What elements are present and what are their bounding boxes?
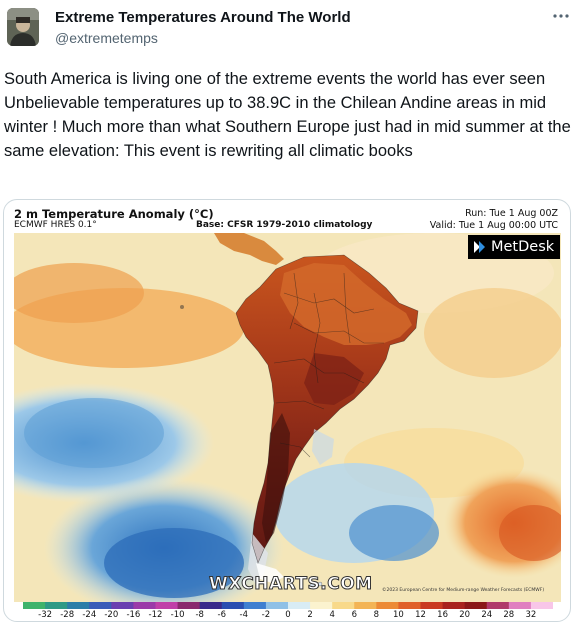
color-scale-segment [376, 602, 400, 609]
color-scale-tick-label: 12 [415, 610, 426, 620]
color-scale-segment [464, 602, 488, 609]
color-scale-tick-label: 8 [373, 610, 380, 620]
color-scale-segment [310, 602, 333, 609]
post-text-line: Unbelievable temperatures up to 38.9C in… [4, 94, 571, 160]
color-scale-tick-label: 32 [525, 610, 537, 620]
color-scale-tick-label: -16 [126, 610, 141, 620]
ellipsis-icon [553, 14, 569, 18]
metdesk-brand-badge: MetDesk [468, 235, 560, 259]
color-scale-tick-label: 20 [459, 610, 471, 620]
color-scale-segment [398, 602, 422, 609]
metdesk-logo-icon [474, 241, 485, 253]
post-media-image[interactable]: 2 m Temperature Anomaly (°C) ECMWF HRES … [3, 199, 571, 622]
color-scale-tick-label: 28 [503, 610, 515, 620]
color-scale-segment [23, 602, 46, 609]
temperature-anomaly-map: MetDesk WXCHARTS.COM ©2023 European Cent… [14, 233, 561, 602]
post-text-line: South America is living one of the extre… [4, 70, 546, 88]
color-scale-tick-label: -24 [82, 610, 97, 620]
avatar[interactable] [7, 8, 39, 46]
map-graphic [14, 233, 561, 602]
color-scale-tick-label: -6 [217, 610, 227, 620]
color-scale-tick-label: 24 [481, 610, 493, 620]
color-scale-segment [420, 602, 444, 609]
color-scale-tick-label: 16 [437, 610, 449, 620]
more-options-button[interactable] [548, 6, 574, 26]
color-scale-segment [45, 602, 68, 609]
map-valid-label: Valid: Tue 1 Aug 00:00 UTC [429, 220, 558, 231]
map-base-label: Base: CFSR 1979-2010 climatology [196, 220, 373, 230]
color-scale-tick-label: -8 [195, 610, 204, 620]
wxcharts-watermark: WXCHARTS.COM [209, 574, 373, 595]
color-scale-tick-label: 0 [285, 610, 291, 620]
color-scale-segment [133, 602, 157, 609]
color-scale-tick-label: 2 [307, 610, 313, 620]
color-scale-segment [442, 602, 466, 609]
color-scale-segment [530, 602, 553, 609]
color-scale-segment [155, 602, 179, 609]
color-scale-tick-label: 10 [392, 610, 404, 620]
metdesk-brand-text: MetDesk [491, 239, 555, 255]
color-scale-segment [508, 602, 532, 609]
color-scale-tick-label: -12 [148, 610, 163, 620]
color-scale-segment [199, 602, 223, 609]
author-name[interactable]: Extreme Temperatures Around The World [55, 9, 351, 26]
ecmwf-copyright: ©2023 European Centre for Medium-range W… [382, 588, 545, 593]
color-scale-segment [67, 602, 90, 609]
post-header: Extreme Temperatures Around The World @e… [0, 0, 580, 64]
color-scale-segment [221, 602, 245, 609]
color-scale-labels: -32 -28 -24 -20 -16 -12 -10 -8 -6 -4 -2 0 2 4 6 8 10 12 16… [23, 610, 553, 621]
color-scale-segment [265, 602, 289, 609]
color-scale-tick-label: -10 [170, 610, 185, 620]
map-model-label: ECMWF HRES 0.1° [14, 220, 97, 230]
color-scale-segment [332, 602, 355, 609]
avatar-image [7, 8, 39, 46]
map-title: 2 m Temperature Anomaly (°C) [14, 207, 214, 221]
color-scale-segment [89, 602, 112, 609]
color-scale-tick-label: 6 [351, 610, 358, 620]
author-handle[interactable]: @extremetemps [55, 30, 158, 46]
color-scale-segment [111, 602, 135, 609]
color-scale-segment [354, 602, 377, 609]
color-scale-segment [243, 602, 267, 609]
color-scale-segment [486, 602, 510, 609]
color-scale-tick-label: -2 [261, 610, 271, 620]
map-run-label: Run: Tue 1 Aug 00Z [465, 208, 558, 219]
color-scale-tick-label: -32 [38, 610, 53, 620]
post-text: South America is living one of the extre… [4, 67, 574, 163]
color-scale-segment [177, 602, 201, 609]
color-scale-tick-label: -20 [104, 610, 119, 620]
color-scale-tick-label: 4 [329, 610, 335, 620]
color-scale-tick-label: -4 [239, 610, 249, 620]
color-scale-tick-label: -28 [60, 610, 75, 620]
color-scale-bar [23, 602, 553, 609]
color-scale-segment [288, 602, 311, 609]
